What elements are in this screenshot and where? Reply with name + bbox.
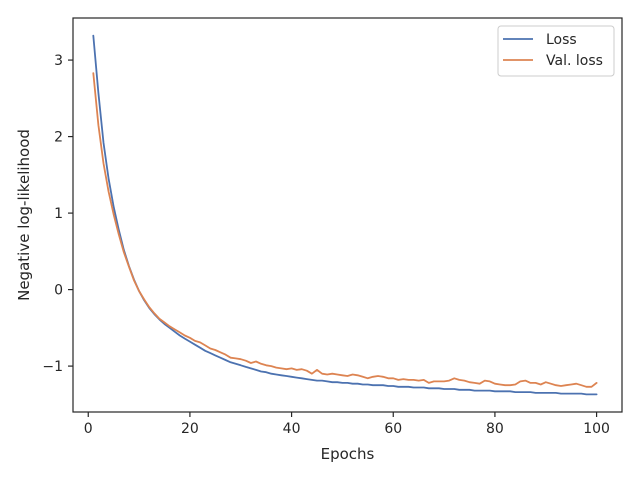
y-tick-label: −1 xyxy=(42,359,63,375)
legend: Loss Val. loss xyxy=(497,25,615,77)
x-tick-label: 60 xyxy=(384,421,402,437)
y-axis: −1 0 1 2 3 xyxy=(42,53,73,375)
y-tick-label: 0 xyxy=(54,283,63,299)
legend-label-val-loss: Val. loss xyxy=(546,53,603,69)
x-axis-label: Epochs xyxy=(321,445,375,463)
x-tick-label: 40 xyxy=(283,421,301,437)
series-lines xyxy=(92,34,598,396)
legend-label-loss: Loss xyxy=(546,32,577,48)
x-tick-label: 100 xyxy=(583,421,610,437)
plot-frame xyxy=(72,17,623,413)
series-line-loss xyxy=(92,34,598,396)
x-axis: 0 20 40 60 80 100 xyxy=(84,412,610,437)
y-tick-label: 1 xyxy=(54,206,63,222)
y-tick-label: 2 xyxy=(54,130,63,146)
x-tick-label: 80 xyxy=(486,421,504,437)
x-tick-label: 20 xyxy=(181,421,199,437)
series-line-val-loss xyxy=(92,72,598,388)
x-tick-label: 0 xyxy=(84,421,93,437)
y-tick-label: 3 xyxy=(54,53,63,69)
y-axis-label: Negative log-likelihood xyxy=(15,129,33,301)
